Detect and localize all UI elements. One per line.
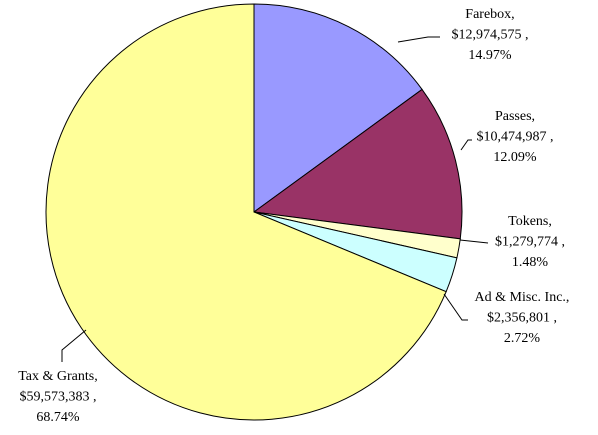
value-label: $59,573,383 , xyxy=(20,390,97,405)
percent-label: 14.97% xyxy=(468,48,512,63)
percent-label: 1.48% xyxy=(512,255,549,270)
leader-line xyxy=(61,329,87,362)
slice-label: Passes, xyxy=(495,109,535,124)
slice-label: Tax & Grants, xyxy=(18,369,98,384)
leader-line xyxy=(397,36,440,43)
slice-label: Ad & Misc. Inc., xyxy=(475,290,570,305)
value-label: $12,974,575 , xyxy=(452,28,529,43)
percent-label: 68.74% xyxy=(36,410,80,425)
percent-label: 2.72% xyxy=(504,331,541,346)
slice-label: Tokens, xyxy=(508,214,552,229)
pie-slice xyxy=(252,88,463,240)
value-label: $1,279,774 , xyxy=(495,235,565,250)
value-label: $10,474,987 , xyxy=(477,130,554,145)
value-label: $2,356,801 , xyxy=(487,311,557,326)
percent-label: 12.09% xyxy=(493,150,537,165)
pie-slice xyxy=(253,3,423,213)
leader-line xyxy=(459,239,489,244)
slice-label: Farebox, xyxy=(465,7,514,22)
pie-slice xyxy=(45,3,447,421)
leader-line xyxy=(443,293,468,321)
leader-line xyxy=(460,139,472,151)
